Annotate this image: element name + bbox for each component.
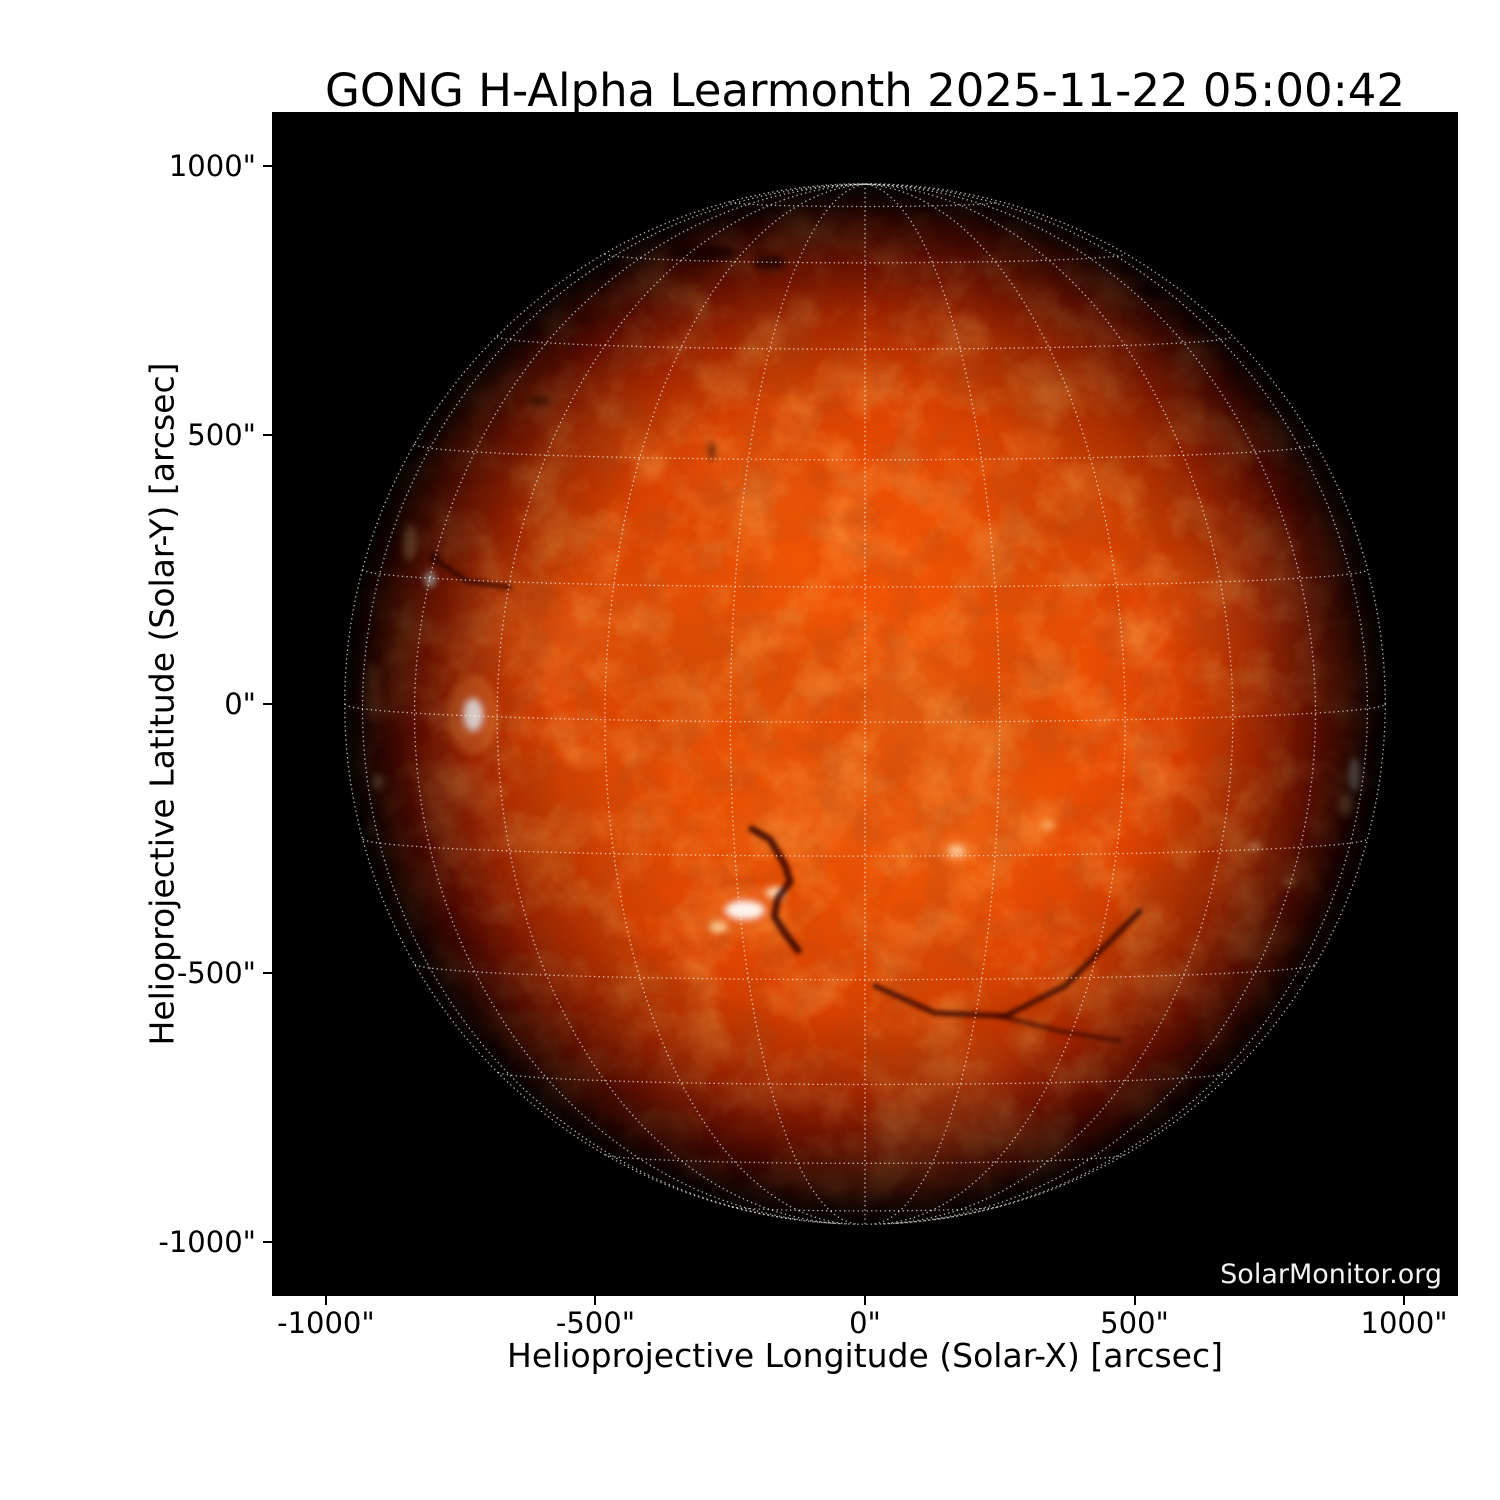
y-tick-label: 1000" xyxy=(168,148,256,183)
y-tick-mark xyxy=(263,703,272,705)
x-tick-label: -500" xyxy=(555,1306,636,1340)
plot-title: GONG H-Alpha Learmonth 2025-11-22 05:00:… xyxy=(325,64,1405,117)
y-tick-label: 0" xyxy=(224,687,256,721)
sun-disk xyxy=(344,183,1386,1225)
x-tick-label: -1000" xyxy=(277,1306,375,1340)
solar-disk-image xyxy=(272,112,1458,1296)
x-tick-mark xyxy=(864,1296,866,1305)
y-tick-label: 500" xyxy=(187,417,256,452)
plot-area: SolarMonitor.org xyxy=(272,112,1458,1296)
y-tick-label: -1000" xyxy=(158,1225,256,1260)
solar-limb-outline xyxy=(344,183,1386,1225)
y-tick-mark xyxy=(263,1241,272,1244)
x-tick-mark xyxy=(1133,1296,1136,1305)
x-axis-label: Helioprojective Longitude (Solar-X) [arc… xyxy=(507,1336,1223,1375)
x-tick-mark xyxy=(324,1296,327,1305)
x-tick-mark xyxy=(1403,1296,1406,1305)
x-tick-label: 0" xyxy=(849,1306,881,1340)
y-tick-label: -500" xyxy=(176,956,256,991)
y-tick-mark xyxy=(263,972,272,975)
x-tick-label: 1000" xyxy=(1360,1306,1448,1340)
heliographic-grid xyxy=(344,183,1386,1225)
y-tick-mark xyxy=(263,164,272,167)
y-tick-mark xyxy=(263,433,272,436)
x-tick-mark xyxy=(594,1296,597,1305)
watermark: SolarMonitor.org xyxy=(1220,1259,1442,1290)
x-tick-label: 500" xyxy=(1100,1306,1169,1340)
